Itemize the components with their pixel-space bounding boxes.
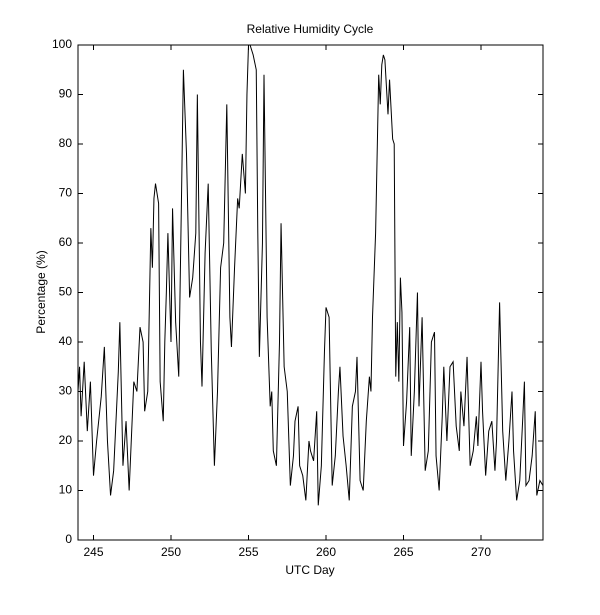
y-tick-label: 40 bbox=[59, 334, 73, 348]
x-tick-label: 260 bbox=[316, 545, 336, 559]
y-tick-label: 50 bbox=[59, 285, 73, 299]
y-tick-label: 100 bbox=[52, 37, 72, 51]
x-axis-label: UTC Day bbox=[285, 563, 334, 577]
x-tick-label: 255 bbox=[238, 545, 258, 559]
x-tick-label: 265 bbox=[393, 545, 413, 559]
x-tick-label: 270 bbox=[471, 545, 491, 559]
y-axis-label: Percentage (%) bbox=[34, 250, 48, 333]
y-tick-label: 90 bbox=[59, 87, 73, 101]
data-line bbox=[77, 44, 544, 506]
y-tick-label: 80 bbox=[59, 136, 73, 150]
y-tick-label: 10 bbox=[59, 483, 73, 497]
x-tick-label: 245 bbox=[83, 545, 103, 559]
y-tick-label: 0 bbox=[65, 532, 72, 546]
y-tick-label: 20 bbox=[59, 433, 73, 447]
y-tick-label: 70 bbox=[59, 186, 73, 200]
x-tick-label: 250 bbox=[161, 545, 181, 559]
chart-title: Relative Humidity Cycle bbox=[247, 22, 374, 36]
y-tick-label: 30 bbox=[59, 384, 73, 398]
y-tick-label: 60 bbox=[59, 235, 73, 249]
